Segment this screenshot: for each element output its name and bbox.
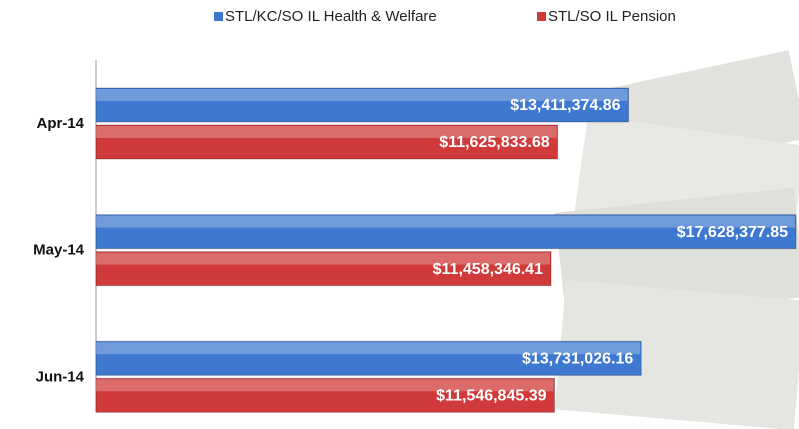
y-tick-label: Jun-14 [36,368,85,385]
value-label: $17,628,377.85 [677,224,788,241]
legend-marker [537,12,546,21]
value-label: $11,625,833.68 [439,134,549,151]
legend-label: STL/KC/SO IL Health & Welfare [225,8,437,25]
value-label: $11,546,845.39 [436,388,546,405]
legend-label: STL/SO IL Pension [548,8,676,25]
y-tick-label: May-14 [33,242,85,259]
value-label: $13,411,374.86 [510,97,620,114]
y-tick-label: Apr-14 [36,115,84,132]
value-label: $13,731,026.16 [522,351,633,368]
chart: STL/KC/SO IL Health & Welfare STL/SO IL P… [0,0,799,429]
value-label: $11,458,346.41 [433,261,543,278]
legend-marker [214,12,223,21]
